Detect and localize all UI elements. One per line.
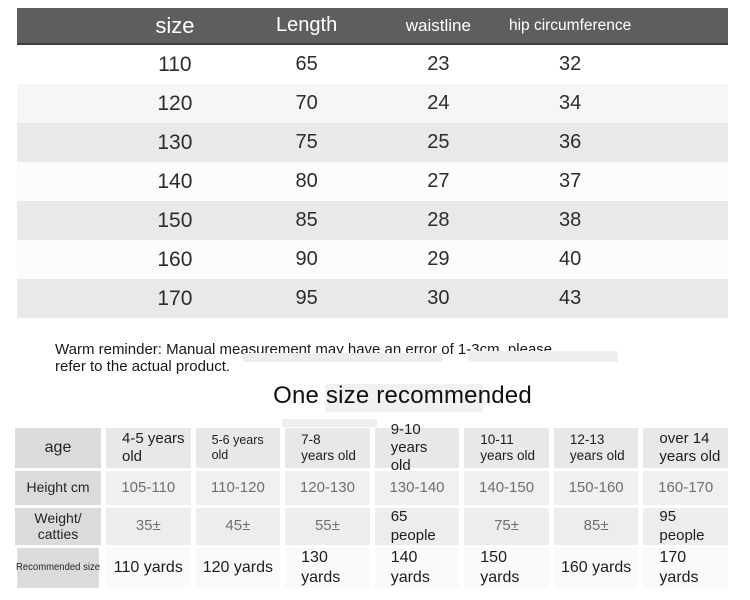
height-cell: 160-170 [643, 471, 728, 505]
size-table-cell: 23 [427, 53, 450, 75]
height-cell: 130-140 [374, 471, 460, 505]
height-cell: 120-130 [285, 471, 370, 505]
size-table-cell: 80 [295, 170, 318, 192]
age-cell: 7-8 years old [285, 428, 370, 468]
weight-cell: 75± [464, 508, 549, 545]
age-cell: 10-11 years old [464, 428, 549, 468]
size-table-cell: 170 [157, 286, 193, 310]
size-table-cell: 85 [295, 209, 318, 231]
weight-cell: 85± [553, 508, 639, 545]
size-table-cell: 27 [427, 170, 450, 192]
row-label-age: age [15, 428, 101, 468]
size-table-cell: 65 [295, 53, 318, 75]
size-table-cell: 90 [295, 248, 318, 270]
ghost-artifact [282, 419, 377, 427]
height-cell: 140-150 [464, 471, 549, 505]
ghost-artifact [325, 384, 483, 412]
weight-cell: 95 people [643, 508, 728, 545]
size-table: size Length waistline hip circumference 110… [17, 8, 728, 318]
size-column-header: Length [276, 14, 338, 36]
size-table-body: 110 65 23 32 120 70 24 34 130 75 25 36 140 80 27 37 150 8… [17, 45, 728, 318]
size-table-cell: 25 [427, 131, 450, 153]
size-table-cell: 75 [295, 131, 318, 153]
recsize-cell: 110 yards [106, 548, 191, 588]
height-cell: 110-120 [195, 471, 281, 505]
size-table-cell: 34 [559, 92, 582, 114]
recommendation-title: One size recommended [273, 382, 532, 409]
recsize-cell: 170 yards [643, 548, 728, 588]
recommendation-table: age 4-5 years old 5-6 years old 7-8 years o… [15, 421, 728, 588]
size-table-cell: 150 [157, 208, 193, 232]
age-cell: 12-13 years old [553, 428, 639, 468]
size-column-header: hip circumference [508, 16, 632, 34]
weight-cell: 35± [106, 508, 191, 545]
weight-cell: 65 people [374, 508, 460, 545]
size-table-row: 120 70 24 34 [17, 84, 728, 123]
size-table-cell: 95 [295, 287, 318, 309]
size-table-cell: 28 [427, 209, 450, 231]
size-table-row: 160 90 29 40 [17, 240, 728, 279]
weight-cell: 45± [195, 508, 281, 545]
height-cell: 105-110 [106, 471, 191, 505]
size-table-cell: 36 [559, 131, 582, 153]
size-column-header: waistline [405, 15, 471, 35]
size-table-cell: 32 [559, 53, 582, 75]
size-table-cell: 24 [427, 92, 450, 114]
size-table-cell: 120 [157, 91, 193, 115]
recsize-cell: 130 yards [285, 548, 370, 588]
size-table-cell: 29 [427, 248, 450, 270]
size-column-header: size [155, 12, 195, 38]
ghost-artifact [243, 353, 443, 362]
weight-cell: 55± [285, 508, 370, 545]
size-table-cell: 160 [157, 247, 193, 271]
size-table-row: 130 75 25 36 [17, 123, 728, 162]
size-table-cell: 70 [295, 92, 318, 114]
size-table-header-row: size Length waistline hip circumference [17, 8, 728, 45]
size-table-row: 150 85 28 38 [17, 201, 728, 240]
size-table-row: 170 95 30 43 [17, 279, 728, 318]
size-table-cell: 40 [559, 248, 582, 270]
size-table-cell: 130 [157, 130, 193, 154]
row-label-height: Height cm [15, 471, 101, 505]
reminder-line-2: refer to the actual product. [55, 358, 231, 375]
size-table-cell: 30 [427, 287, 450, 309]
size-table-cell: 37 [559, 170, 582, 192]
row-label-recsize: Recommended size [16, 548, 100, 588]
recsize-cell: 120 yards [195, 548, 281, 588]
size-table-row: 110 65 23 32 [17, 45, 728, 84]
height-cell: 150-160 [553, 471, 639, 505]
age-cell: 5-6 years old [195, 428, 281, 468]
recsize-cell: 150 yards [464, 548, 549, 588]
size-table-cell: 38 [559, 209, 582, 231]
size-table-cell: 110 [158, 52, 192, 76]
age-cell: 4-5 years old [106, 428, 191, 468]
recsize-cell: 160 yards [553, 548, 639, 588]
size-table-cell: 43 [559, 287, 582, 309]
age-cell: 9-10 years old [374, 421, 460, 474]
row-label-weight: Weight/ catties [15, 508, 101, 545]
recsize-cell: 140 yards [374, 548, 460, 588]
ghost-artifact [468, 351, 618, 362]
age-cell: over 14 years old [643, 428, 728, 468]
size-table-cell: 140 [157, 169, 193, 193]
size-table-row: 140 80 27 37 [17, 162, 728, 201]
